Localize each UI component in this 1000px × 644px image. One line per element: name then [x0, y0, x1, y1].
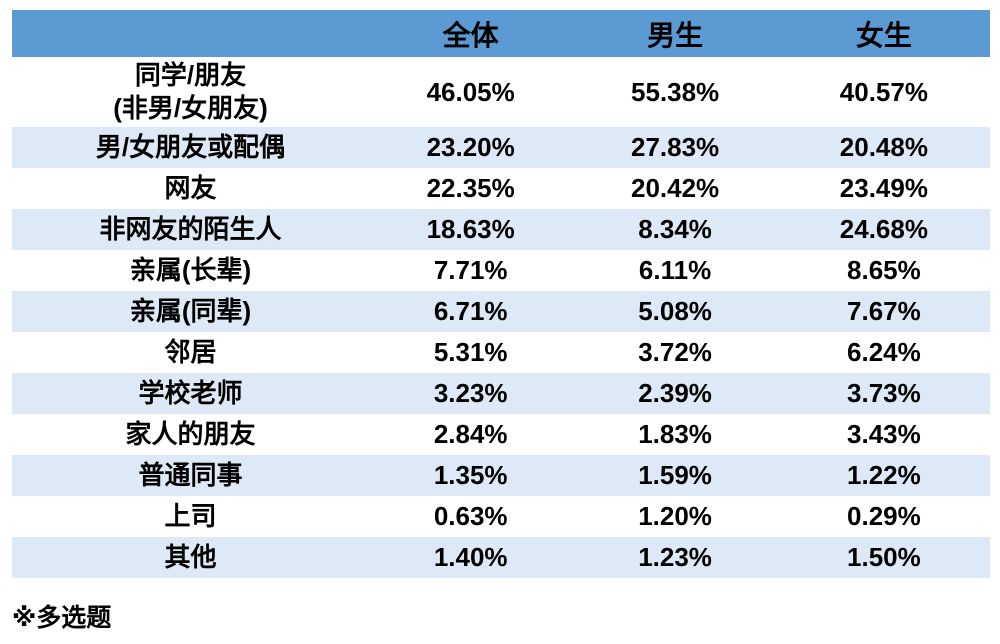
- cell-male: 2.39%: [638, 378, 712, 409]
- cell-female: 40.57%: [839, 76, 928, 107]
- table-row: 同学/朋友 (非男/女朋友) 46.05% 55.38% 40.57%: [12, 57, 990, 127]
- row-label: 男/女朋友或配偶: [95, 132, 286, 163]
- table-header-row: 全体 男生 女生: [12, 10, 990, 57]
- table-row: 男/女朋友或配偶 23.20% 27.83% 20.48%: [12, 127, 990, 169]
- row-label: 亲属(长辈): [129, 255, 252, 286]
- cell-total: 7.71%: [433, 255, 508, 286]
- cell-female: 0.29%: [847, 501, 921, 532]
- survey-table-container: 全体 男生 女生 同学/朋友 (非男/女朋友) 46.05% 55.38% 40…: [12, 10, 990, 579]
- row-label: 同学/朋友 (非男/女朋友): [113, 60, 268, 124]
- cell-total: 23.20%: [426, 132, 515, 163]
- cell-male: 1.20%: [638, 501, 712, 532]
- cell-total: 3.23%: [433, 378, 508, 409]
- column-header-male: 男生: [572, 10, 778, 57]
- cell-female: 20.48%: [839, 132, 928, 163]
- cell-total: 18.63%: [426, 214, 515, 245]
- cell-total: 1.35%: [433, 460, 508, 491]
- cell-total: 46.05%: [426, 76, 515, 107]
- cell-male: 6.11%: [638, 255, 712, 286]
- row-label: 学校老师: [138, 378, 243, 409]
- cell-total: 1.40%: [433, 542, 508, 573]
- table-row: 邻居 5.31% 3.72% 6.24%: [12, 332, 990, 373]
- cell-male: 3.72%: [638, 337, 712, 368]
- cell-male: 1.83%: [638, 419, 712, 450]
- cell-female: 23.49%: [839, 173, 928, 204]
- cell-total: 5.31%: [433, 337, 508, 368]
- table-row: 非网友的陌生人 18.63% 8.34% 24.68%: [12, 209, 990, 251]
- row-label: 家人的朋友: [125, 419, 256, 450]
- cell-total: 6.71%: [433, 296, 508, 327]
- row-label: 普通同事: [138, 460, 243, 491]
- survey-table: 全体 男生 女生 同学/朋友 (非男/女朋友) 46.05% 55.38% 40…: [12, 10, 990, 579]
- row-label: 网友: [164, 173, 217, 204]
- row-label: 邻居: [164, 337, 217, 368]
- row-label: 非网友的陌生人: [99, 214, 282, 245]
- table-row: 学校老师 3.23% 2.39% 3.73%: [12, 373, 990, 415]
- table-row: 普通同事 1.35% 1.59% 1.22%: [12, 455, 990, 497]
- cell-female: 8.65%: [847, 255, 921, 286]
- column-header-total: 全体: [368, 10, 573, 57]
- table-row: 亲属(同辈) 6.71% 5.08% 7.67%: [12, 291, 990, 333]
- row-label: 亲属(同辈): [129, 296, 252, 327]
- cell-male: 27.83%: [630, 132, 720, 163]
- cell-female: 3.43%: [847, 419, 921, 450]
- cell-female: 1.50%: [847, 542, 921, 573]
- table-row: 家人的朋友 2.84% 1.83% 3.43%: [12, 414, 990, 455]
- cell-female: 3.73%: [847, 378, 921, 409]
- table-row: 网友 22.35% 20.42% 23.49%: [12, 168, 990, 209]
- cell-male: 1.23%: [638, 542, 712, 573]
- cell-total: 0.63%: [433, 501, 508, 532]
- cell-male: 1.59%: [638, 460, 712, 491]
- table-row: 上司 0.63% 1.20% 0.29%: [12, 496, 990, 537]
- cell-male: 5.08%: [638, 296, 712, 327]
- cell-male: 20.42%: [630, 173, 720, 204]
- row-label: 其他: [164, 542, 217, 573]
- cell-female: 6.24%: [847, 337, 921, 368]
- cell-total: 2.84%: [433, 419, 508, 450]
- table-row: 亲属(长辈) 7.71% 6.11% 8.65%: [12, 250, 990, 291]
- cell-female: 1.22%: [847, 460, 921, 491]
- column-header-label: [12, 10, 369, 57]
- cell-male: 8.34%: [638, 214, 712, 245]
- row-label: 上司: [164, 501, 217, 532]
- cell-female: 24.68%: [839, 214, 928, 245]
- table-row: 其他 1.40% 1.23% 1.50%: [12, 537, 990, 579]
- footnote: ※多选题: [12, 604, 112, 632]
- cell-total: 22.35%: [426, 173, 515, 204]
- cell-female: 7.67%: [847, 296, 921, 327]
- column-header-female: 女生: [777, 10, 990, 57]
- cell-male: 55.38%: [630, 76, 720, 107]
